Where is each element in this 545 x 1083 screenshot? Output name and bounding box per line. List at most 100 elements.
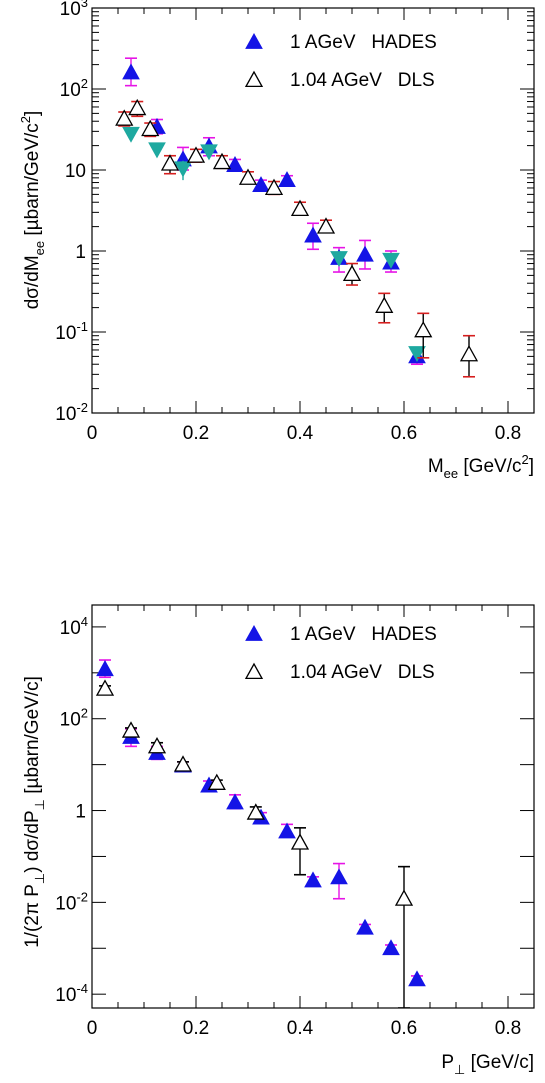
data-point bbox=[246, 803, 265, 820]
x-axis-title-unit: [GeV/c] bbox=[465, 1052, 534, 1073]
series-0 bbox=[122, 57, 426, 366]
y-axis-title-sub: ee bbox=[32, 241, 47, 255]
x-axis-title-unit-sup: 2 bbox=[521, 452, 528, 467]
legend: 1 AGeV HADES 1.04 AGeV DLS bbox=[244, 32, 437, 91]
data-point bbox=[252, 176, 270, 193]
series-2 bbox=[115, 98, 479, 378]
y-tick-exponent: -2 bbox=[76, 889, 88, 904]
y-tick-base: 10 bbox=[65, 161, 86, 182]
y-tick-base: 10 bbox=[60, 618, 81, 639]
data-point bbox=[290, 199, 310, 217]
x-axis-ticks bbox=[91, 8, 535, 413]
y-tick-exponent: 4 bbox=[81, 614, 88, 629]
data-point bbox=[459, 344, 479, 362]
data-point bbox=[212, 152, 232, 170]
data-point bbox=[408, 970, 426, 987]
data-point bbox=[128, 98, 147, 116]
data-point bbox=[226, 793, 244, 810]
x-axis-title-unit: [GeV/c bbox=[458, 456, 521, 477]
legend-label: 1 AGeV HADES bbox=[290, 624, 437, 645]
data-point bbox=[356, 245, 374, 262]
data-point bbox=[95, 679, 115, 696]
legend-label: 1.04 AGeV DLS bbox=[290, 662, 435, 683]
y-tick-label: 102 bbox=[60, 706, 88, 731]
plot-frame bbox=[91, 604, 535, 1009]
x-axis-title-main: P bbox=[441, 1052, 454, 1073]
data-point bbox=[264, 178, 284, 196]
y-axis-title-main: 1/(2π P bbox=[22, 884, 43, 948]
data-point bbox=[408, 346, 426, 363]
data-point bbox=[414, 320, 433, 338]
data-point bbox=[356, 918, 374, 935]
data-point bbox=[207, 773, 226, 790]
legend-marker bbox=[245, 32, 263, 49]
data-point bbox=[200, 144, 218, 161]
legend-marker bbox=[244, 70, 264, 88]
y-tick-base: 1 bbox=[75, 802, 86, 823]
data-point bbox=[304, 226, 322, 243]
data-point bbox=[115, 109, 134, 126]
data-point bbox=[122, 63, 140, 80]
x-tick-label: 0.4 bbox=[287, 1018, 314, 1039]
y-axis-title-mid: ) dσ/dP bbox=[22, 810, 43, 872]
y-tick-label: 104 bbox=[60, 614, 88, 639]
y-axis-title: dσ/dMee [µbarn/GeV/c2] bbox=[18, 111, 47, 310]
y-tick-base: 10 bbox=[60, 80, 81, 101]
y-axis-title: 1/(2π P⊥) dσ/dP⊥ [µbarn/GeV/c] bbox=[22, 676, 47, 948]
y-tick-base: 10 bbox=[55, 893, 76, 914]
y-axis-title-sub2: ⊥ bbox=[32, 799, 47, 810]
data-point bbox=[342, 264, 362, 282]
legend-marker bbox=[245, 624, 263, 641]
x-axis-title-unit-close: ] bbox=[529, 456, 534, 477]
legend-marker bbox=[244, 662, 264, 680]
data-point bbox=[238, 168, 258, 185]
y-tick-base: 10 bbox=[60, 710, 81, 731]
x-tick-label: 0.2 bbox=[183, 423, 209, 444]
data-point bbox=[382, 939, 400, 956]
x-axis-title-sub: ⊥ bbox=[454, 1062, 465, 1077]
series-1 bbox=[95, 679, 414, 1008]
y-tick-label: 10-1 bbox=[55, 319, 88, 344]
data-point bbox=[278, 171, 296, 188]
data-point bbox=[226, 156, 244, 172]
series-0 bbox=[96, 659, 426, 987]
data-point bbox=[121, 721, 141, 738]
data-point bbox=[316, 217, 336, 234]
y-tick-label: 10-2 bbox=[55, 889, 88, 914]
x-tick-label: 0 bbox=[87, 1018, 98, 1039]
y-tick-exponent: -1 bbox=[76, 319, 88, 334]
plot-area bbox=[95, 659, 426, 1008]
y-tick-base: 10 bbox=[60, 0, 81, 20]
y-axis-ticks bbox=[92, 7, 534, 414]
data-point bbox=[382, 252, 400, 269]
data-point bbox=[290, 833, 310, 850]
legend: 1 AGeV HADES 1.04 AGeV DLS bbox=[244, 624, 437, 683]
data-point bbox=[375, 296, 394, 313]
x-axis-title-sub: ee bbox=[444, 466, 458, 481]
y-tick-exponent: -4 bbox=[76, 981, 88, 996]
y-axis-title-unit-close: ] bbox=[22, 111, 43, 116]
data-point bbox=[174, 161, 192, 178]
data-point bbox=[330, 868, 348, 885]
x-tick-label: 0.8 bbox=[495, 1018, 521, 1039]
y-tick-base: 10 bbox=[55, 404, 76, 425]
x-tick-label: 0 bbox=[87, 423, 98, 444]
x-axis-ticks bbox=[91, 605, 535, 1008]
y-tick-exponent: 3 bbox=[81, 0, 88, 10]
data-point bbox=[186, 146, 206, 163]
y-tick-label: 1 bbox=[75, 802, 86, 823]
y-tick-exponent: 2 bbox=[81, 706, 88, 721]
data-point bbox=[160, 154, 180, 171]
y-tick-label: 1 bbox=[75, 242, 86, 263]
y-tick-label: 103 bbox=[60, 0, 88, 20]
y-tick-base: 10 bbox=[55, 985, 76, 1006]
data-point bbox=[147, 737, 167, 754]
x-tick-label: 0.2 bbox=[183, 1018, 209, 1039]
x-tick-label: 0.6 bbox=[391, 423, 417, 444]
legend-label: 1.04 AGeV DLS bbox=[290, 70, 435, 91]
x-axis-title-main: M bbox=[428, 456, 444, 477]
data-point bbox=[122, 126, 140, 143]
